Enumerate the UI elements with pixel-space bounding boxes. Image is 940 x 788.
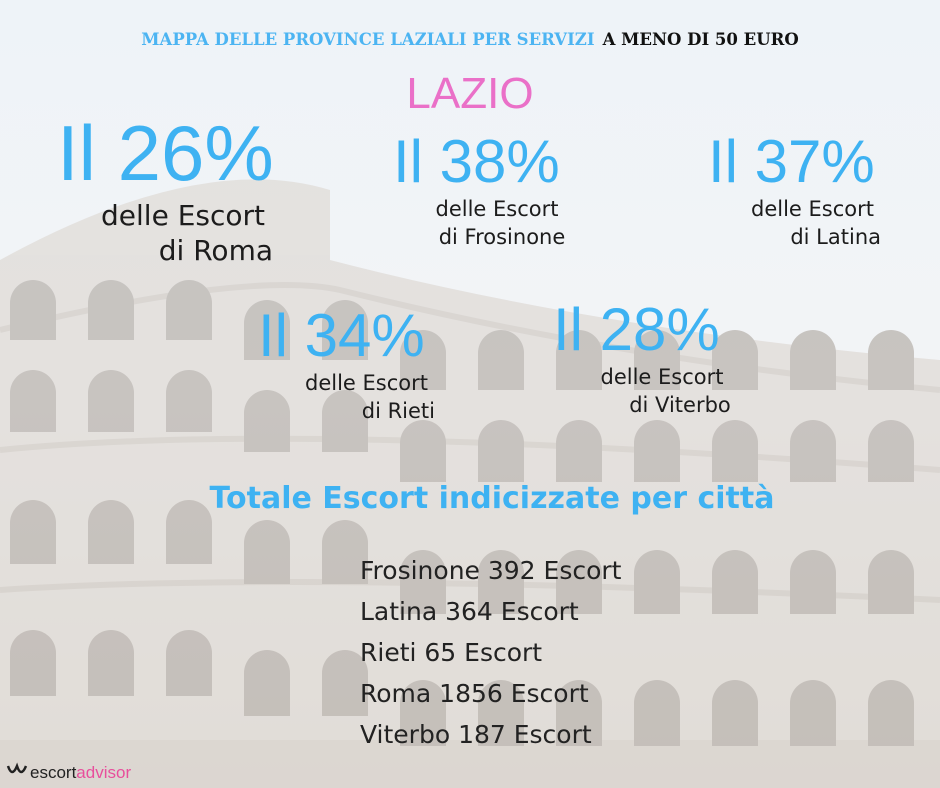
arch	[790, 420, 836, 482]
arch	[244, 520, 290, 584]
arch	[556, 330, 602, 390]
totals-item: Frosinone 392 Escort	[360, 556, 622, 585]
totals-item: Latina 364 Escort	[360, 597, 579, 626]
arch	[244, 390, 290, 452]
arch	[400, 330, 446, 390]
arch	[712, 680, 758, 746]
stat-line: di Frosinone	[439, 225, 566, 249]
arch	[478, 550, 524, 614]
arch	[10, 500, 56, 564]
arch	[634, 420, 680, 482]
arch	[166, 280, 212, 340]
stat-line: delle Escort	[751, 197, 874, 221]
title-blue: MAPPA DELLE PROVINCE LAZIALI PER SERVIZI	[141, 30, 594, 49]
stat-value: Il 34%	[258, 302, 425, 369]
arch	[322, 650, 368, 716]
arch	[868, 550, 914, 614]
arch	[712, 550, 758, 614]
arch	[322, 520, 368, 584]
totals-item: Roma 1856 Escort	[360, 679, 589, 708]
arch	[634, 330, 680, 390]
stat-line: delle Escort	[305, 371, 428, 395]
arch	[88, 630, 134, 696]
arch	[10, 280, 56, 340]
arch	[88, 500, 134, 564]
arch	[244, 650, 290, 716]
title-black: A MENO DI 50 EURO	[602, 30, 799, 49]
arch	[634, 550, 680, 614]
arch	[244, 300, 290, 360]
arch	[790, 330, 836, 390]
logo-part: advisor	[76, 763, 131, 782]
logo: escortadvisor	[30, 763, 131, 782]
stat-line: di Viterbo	[629, 393, 731, 417]
arch	[400, 420, 446, 482]
arch	[88, 370, 134, 432]
arch	[712, 420, 758, 482]
totals-item: Rieti 65 Escort	[360, 638, 542, 667]
arch	[556, 420, 602, 482]
stat-line: di Rieti	[362, 399, 435, 423]
totals-item: Viterbo 187 Escort	[360, 720, 592, 749]
arch	[868, 330, 914, 390]
arch	[478, 420, 524, 482]
arch	[88, 280, 134, 340]
logo-icon	[6, 762, 28, 774]
arch	[868, 680, 914, 746]
arch	[10, 630, 56, 696]
arch	[166, 630, 212, 696]
arch	[868, 420, 914, 482]
region-title: LAZIO	[406, 69, 533, 118]
colosseum-illustration	[0, 179, 940, 788]
arch	[790, 680, 836, 746]
title: MAPPA DELLE PROVINCE LAZIALI PER SERVIZI…	[141, 30, 798, 49]
stat-value: Il 37%	[708, 128, 875, 195]
arch	[166, 370, 212, 432]
arch	[400, 680, 446, 746]
stat-value: Il 38%	[393, 128, 560, 195]
arch	[556, 550, 602, 614]
arch	[478, 680, 524, 746]
arch	[790, 550, 836, 614]
totals-heading: Totale Escort indicizzate per città	[210, 481, 775, 516]
arch	[10, 370, 56, 432]
arch	[634, 680, 680, 746]
arch	[166, 500, 212, 564]
stat-line: delle Escort	[101, 199, 265, 232]
stat-line: di Roma	[159, 234, 273, 267]
stat-value: Il 26%	[57, 109, 274, 197]
arch	[400, 550, 446, 614]
stat-value: Il 28%	[553, 296, 720, 363]
arch	[556, 680, 602, 746]
stat-line: delle Escort	[601, 365, 724, 389]
arch	[478, 330, 524, 390]
logo-part: escort	[30, 763, 77, 782]
stat-line: di Latina	[790, 225, 881, 249]
arch	[712, 330, 758, 390]
arch	[322, 300, 368, 360]
arch	[322, 390, 368, 452]
stat-line: delle Escort	[436, 197, 559, 221]
